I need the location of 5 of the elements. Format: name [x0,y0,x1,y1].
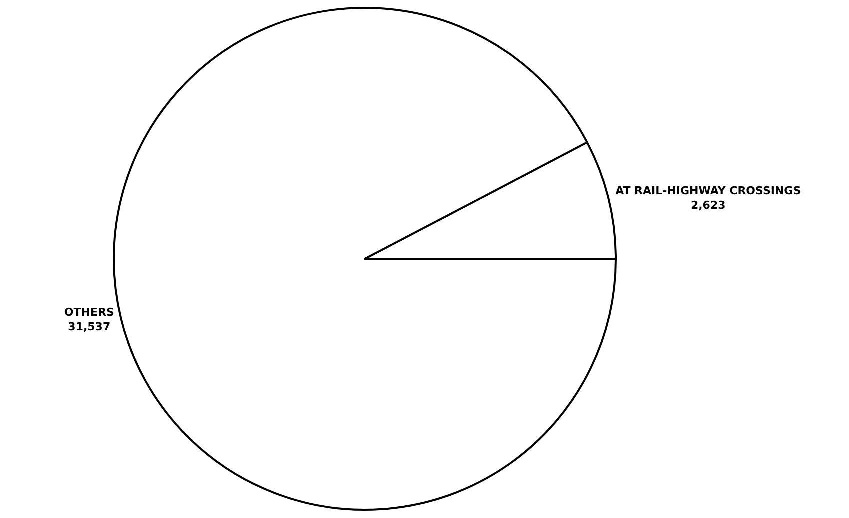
data-label: 31,537 [68,320,111,334]
pie-slice [113,7,617,511]
slice-label: OTHERS [64,306,114,320]
data-label: 2,623 [690,198,726,212]
slice-label: AT RAIL-HIGHWAY CROSSINGS [616,184,802,198]
